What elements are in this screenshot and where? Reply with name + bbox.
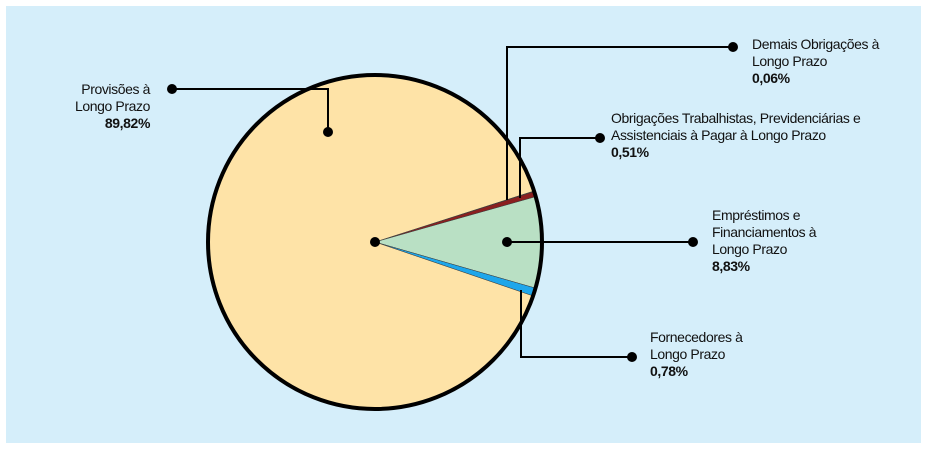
dot — [167, 84, 177, 94]
category-name: Empréstimos e Financiamentos à Longo Pra… — [712, 207, 817, 257]
category-name: Fornecedores à Longo Prazo — [650, 329, 743, 362]
dot — [323, 127, 333, 137]
dot — [502, 237, 512, 247]
dot — [627, 352, 637, 362]
value-label: 0,78% — [650, 363, 688, 379]
category-name: Provisões à Longo Prazo — [75, 81, 150, 114]
slice-label: Provisões à Longo Prazo 89,82% — [48, 81, 150, 132]
category-name: Obrigações Trabalhistas, Previdenciárias… — [611, 110, 861, 143]
dot — [728, 42, 738, 52]
slice-label: Fornecedores à Longo Prazo 0,78% — [650, 329, 750, 380]
leader-line — [520, 290, 632, 358]
leader-dots — [167, 42, 738, 362]
dot — [370, 237, 380, 247]
value-label: 89,82% — [104, 115, 150, 131]
slice-label: Empréstimos e Financiamentos à Longo Pra… — [712, 207, 830, 275]
leader-line — [519, 137, 600, 198]
leader-line — [172, 88, 329, 132]
leader-lines — [172, 46, 733, 358]
value-label: 0,51% — [611, 144, 649, 160]
category-name: Demais Obrigações à Longo Prazo — [752, 36, 880, 69]
dot — [595, 133, 605, 143]
dot — [688, 237, 698, 247]
value-label: 8,83% — [712, 258, 750, 274]
leader-line — [506, 46, 733, 200]
slice-label: Demais Obrigações à Longo Prazo 0,06% — [752, 36, 887, 87]
value-label: 0,06% — [752, 70, 790, 86]
slice-label: Obrigações Trabalhistas, Previdenciárias… — [611, 110, 891, 161]
